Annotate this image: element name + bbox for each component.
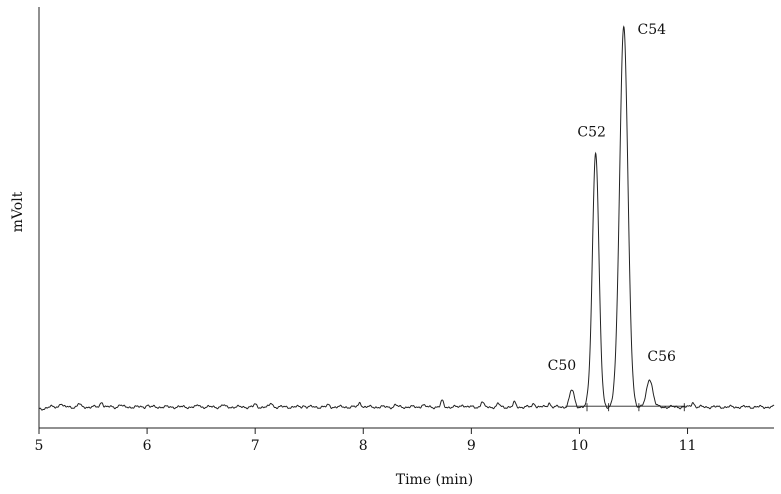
peak-label-c56: C56 (647, 349, 676, 365)
x-tick-label: 10 (571, 438, 589, 454)
peak-label-c52: C52 (577, 124, 606, 140)
y-axis-title: mVolt (10, 191, 26, 232)
x-tick-label: 11 (679, 438, 697, 454)
peak-labels: C50 C52 C54 C56 (548, 22, 676, 374)
plot-area: 5 6 7 8 9 10 11 C50 C52 C54 C56 (35, 7, 775, 454)
x-tick-label: 5 (35, 438, 44, 454)
x-tick-label: 9 (467, 438, 476, 454)
x-tick-label: 6 (143, 438, 152, 454)
x-tick-label: 7 (251, 438, 260, 454)
x-axis-ticks: 5 6 7 8 9 10 11 (35, 428, 697, 454)
peak-label-c50: C50 (548, 358, 577, 374)
x-tick-label: 8 (359, 438, 368, 454)
x-axis-title: Time (min) (396, 472, 474, 488)
peak-label-c54: C54 (637, 22, 666, 38)
chromatogram-trace (38, 25, 775, 411)
